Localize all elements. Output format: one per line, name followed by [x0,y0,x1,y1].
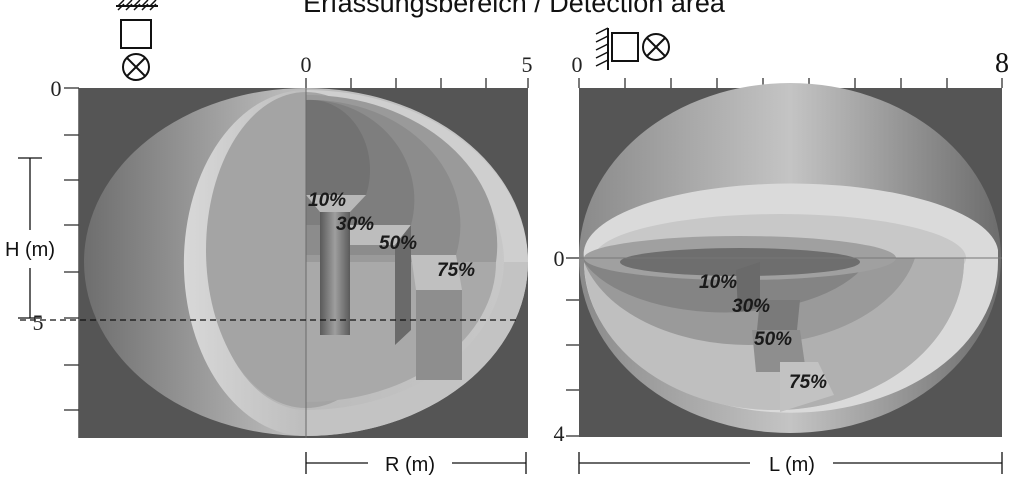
right-x-axis-label: L (m) [769,454,815,476]
left-pct-30: 30% [336,214,374,235]
right-y-tick-4: 4 [554,421,565,446]
left-height-dimension [18,157,42,319]
right-pct-30: 30% [732,296,770,317]
right-pct-75: 75% [789,372,827,393]
left-x-axis [305,78,529,88]
left-y-tick-0: 0 [51,76,62,101]
left-zone-ring [183,90,306,436]
left-pct-10: 10% [308,190,346,211]
left-width-dimension [305,452,527,474]
right-width-dimension [578,452,1003,474]
left-pct-75: 75% [437,260,475,281]
right-y-tick-0: 0 [554,246,565,271]
left-y-axis-label: H (m) [5,239,55,261]
left-y-axis [64,87,80,438]
left-view: 0 5 0 5 [5,0,533,476]
left-x-axis-label: R (m) [385,454,435,476]
diagram-title: Erfassungsbereich / Detection area [303,0,726,18]
right-x-tick-0: 0 [572,52,583,77]
right-x-axis [578,78,1003,88]
left-x-tick-5: 5 [522,52,533,77]
right-pct-10: 10% [699,272,737,293]
wall-sensor-icon [595,27,670,70]
right-view: 0 8 0 4 [554,27,1009,476]
right-y-axis [566,257,579,437]
right-x-tick-8: 8 [995,48,1009,79]
right-pct-50: 50% [754,329,792,350]
ceiling-sensor-icon [116,0,158,81]
left-pct-50: 50% [379,233,417,254]
left-y-tick-5: 5 [33,310,44,335]
left-x-tick-0: 0 [301,52,312,77]
